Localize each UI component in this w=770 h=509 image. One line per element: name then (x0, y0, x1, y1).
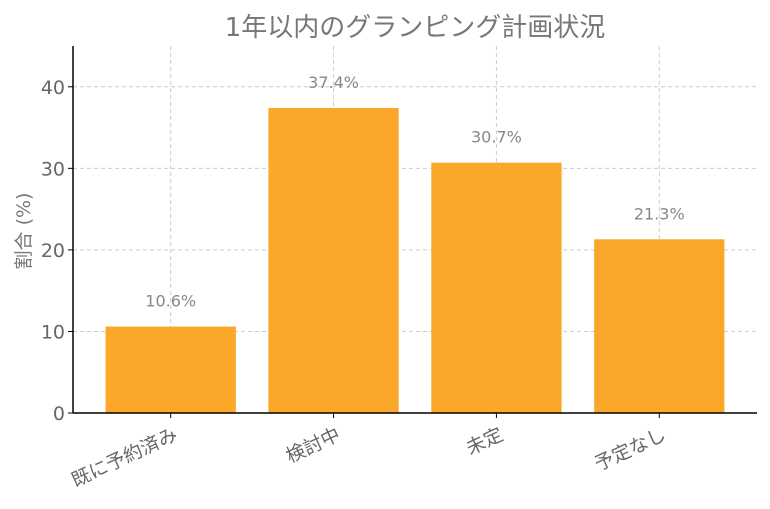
data-label: 37.4% (308, 73, 359, 92)
y-tick-label: 10 (41, 321, 65, 343)
data-label: 30.7% (471, 128, 522, 147)
y-tick-label: 40 (41, 77, 65, 99)
data-label: 21.3% (634, 204, 685, 223)
axes (72, 46, 757, 414)
y-ticks: 0 10 20 30 40 (41, 77, 73, 425)
x-tick-label: 未定 (463, 424, 507, 460)
y-tick-label: 20 (41, 240, 65, 262)
y-axis-label: 割合 (%) (13, 193, 35, 270)
bar (594, 239, 725, 413)
bar (431, 162, 562, 413)
bar (268, 107, 399, 413)
x-tick-label: 検討中 (283, 424, 344, 468)
bar (105, 326, 236, 413)
x-tick-label: 既に予約済み (68, 424, 181, 492)
x-tick-label: 予定なし (591, 424, 669, 476)
data-label: 10.6% (145, 292, 196, 311)
data-labels: 10.6% 37.4% 30.7% 21.3% (145, 73, 684, 311)
bars (105, 107, 725, 413)
chart-title: 1年以内のグランピング計画状況 (225, 13, 606, 43)
y-tick-label: 30 (41, 158, 65, 180)
x-ticks: 既に予約済み 検討中 未定 予定なし (68, 413, 669, 492)
y-tick-label: 0 (53, 403, 65, 425)
